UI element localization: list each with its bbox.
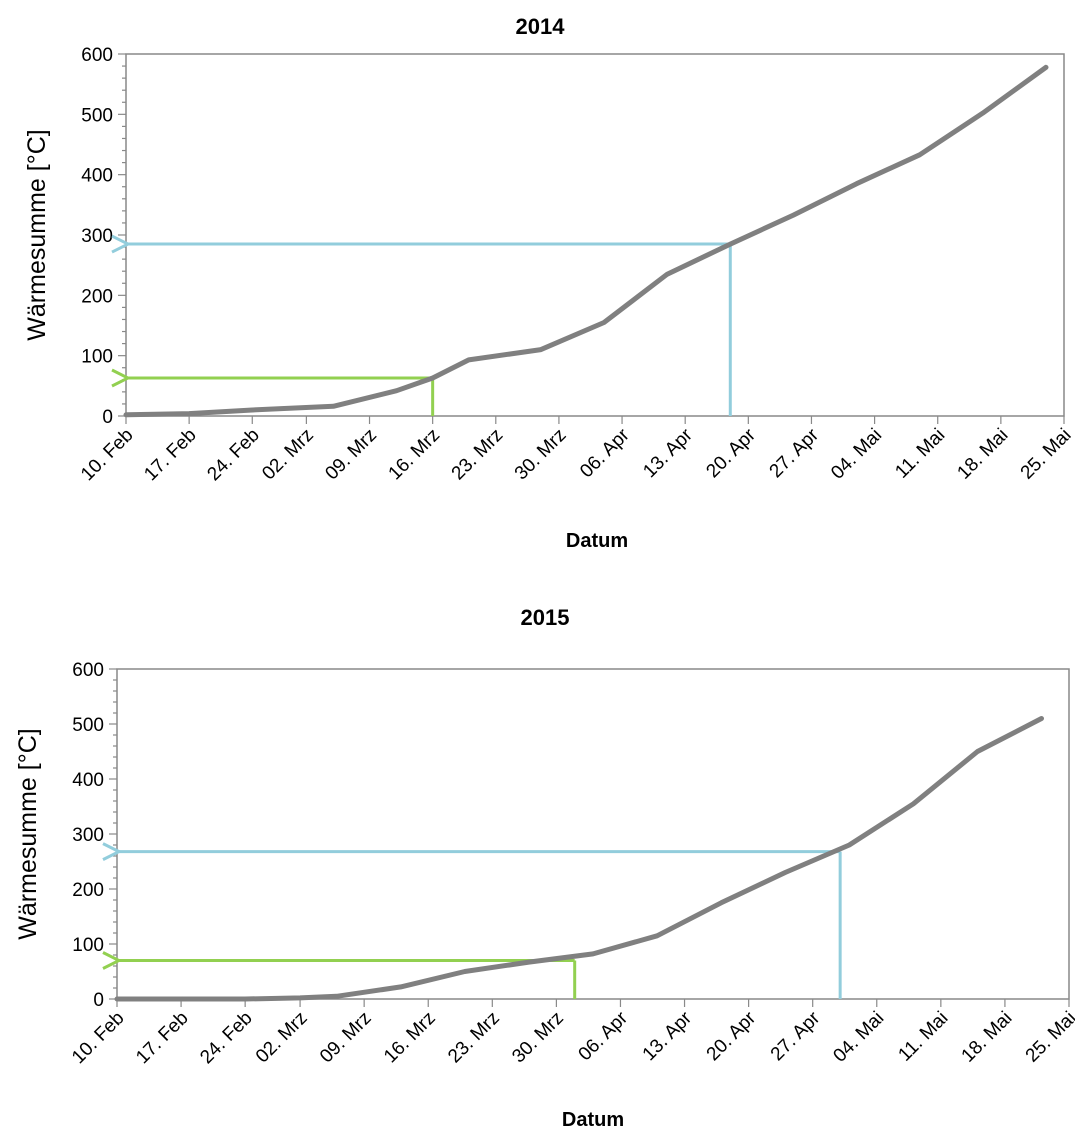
chart-title: 2014	[516, 14, 566, 39]
data-point	[394, 388, 399, 393]
x-tick-label: 10. Feb	[77, 425, 137, 485]
x-tick-label: 09. Mrz	[316, 1008, 376, 1068]
series-line	[114, 716, 1044, 1002]
data-point	[331, 404, 336, 409]
y-axis-label: Wärmesumme [°C]	[14, 728, 42, 939]
series-group	[123, 64, 1049, 418]
plot-area-frame	[116, 668, 1070, 1000]
x-tick-label: 20. Apr	[703, 1007, 761, 1065]
x-axis-label: Datum	[566, 530, 628, 552]
y-tick-label: 600	[81, 45, 113, 66]
x-tick-label: 18. Mai	[953, 425, 1012, 484]
series-group	[114, 716, 1044, 1002]
x-tick-label: 04. Mai	[829, 1008, 888, 1067]
y-axis: 0 100 200 300 400 500 600	[72, 660, 117, 1011]
data-point	[334, 994, 339, 999]
data-point	[591, 951, 596, 956]
x-tick-label: 27. Apr	[766, 424, 824, 482]
data-point	[975, 749, 980, 754]
data-point	[783, 870, 788, 875]
x-tick-label: 09. Mrz	[321, 425, 381, 485]
x-tick-label: 16. Mrz	[385, 425, 445, 485]
x-tick-label: 24. Feb	[196, 1008, 256, 1068]
x-tick-label: 23. Mrz	[444, 1008, 504, 1068]
x-tick-label: 06. Apr	[576, 424, 634, 482]
y-tick-label: 400	[81, 166, 113, 187]
data-point	[791, 213, 796, 218]
y-axis: 0 100 200 300 400 500 600	[81, 45, 126, 428]
y-tick-label: 0	[102, 407, 113, 428]
data-point	[298, 995, 303, 1000]
x-tick-label: 27. Apr	[767, 1007, 825, 1065]
y-tick-label: 600	[72, 660, 104, 681]
chart-2014: 2014 Wärmesumme [°C] Datum 0 100 200 300 400…	[23, 14, 1075, 552]
data-point	[462, 969, 467, 974]
y-tick-label: 300	[72, 825, 104, 846]
data-point	[917, 152, 922, 157]
x-tick-label: 30. Mrz	[508, 1008, 568, 1068]
data-point	[665, 272, 670, 277]
y-axis-label: Wärmesumme [°C]	[23, 129, 51, 340]
x-tick-label: 13. Apr	[639, 1007, 697, 1065]
y-tick-label: 300	[81, 226, 113, 247]
data-point	[398, 984, 403, 989]
data-point	[243, 997, 248, 1002]
x-tick-label: 02. Mrz	[252, 1008, 312, 1068]
threshold-markers	[119, 852, 842, 999]
x-tick-label: 17. Feb	[140, 425, 200, 485]
data-point	[728, 242, 733, 247]
data-point	[187, 411, 192, 416]
data-point	[179, 997, 184, 1002]
x-tick-label: 23. Mrz	[448, 425, 508, 485]
y-tick-label: 100	[72, 935, 104, 956]
x-tick-label: 30. Mrz	[511, 425, 571, 485]
data-point	[602, 320, 607, 325]
y-tick-label: 500	[81, 105, 113, 126]
data-point	[115, 997, 120, 1002]
data-point	[1043, 65, 1048, 70]
data-point	[719, 900, 724, 905]
x-tick-label: 24. Feb	[203, 425, 263, 485]
data-point	[466, 357, 471, 362]
data-point	[1039, 716, 1044, 721]
chart-title: 2015	[521, 605, 570, 630]
x-tick-label: 02. Mrz	[258, 425, 318, 485]
x-tick-label: 18. Mai	[958, 1008, 1017, 1067]
y-tick-label: 200	[72, 880, 104, 901]
plot-area-frame	[125, 53, 1065, 417]
series-line	[123, 64, 1049, 418]
chart-2015: 2015 Wärmesumme [°C] Datum 0 100 200 300 400…	[14, 605, 1075, 1131]
data-point	[980, 111, 985, 116]
x-tick-label: 06. Apr	[575, 1007, 633, 1065]
data-point	[526, 960, 531, 965]
y-tick-label: 500	[72, 715, 104, 736]
x-tick-label: 13. Apr	[639, 424, 697, 482]
data-point	[847, 843, 852, 848]
y-tick-label: 0	[93, 990, 104, 1011]
x-tick-label: 04. Mai	[827, 425, 886, 484]
data-point	[655, 933, 660, 938]
x-tick-label: 11. Mai	[891, 425, 949, 483]
data-point	[911, 801, 916, 806]
y-tick-label: 400	[72, 770, 104, 791]
data-point	[124, 412, 129, 417]
data-point	[854, 181, 859, 186]
threshold-markers	[128, 244, 732, 416]
x-tick-label: 25. Mai	[1022, 1008, 1075, 1067]
x-tick-label: 10. Feb	[68, 1008, 128, 1068]
y-tick-label: 200	[81, 286, 113, 307]
x-tick-label: 25. Mai	[1017, 425, 1075, 484]
data-point	[250, 407, 255, 412]
y-tick-label: 100	[81, 347, 113, 368]
x-tick-label: 20. Apr	[702, 424, 760, 482]
x-tick-label: 16. Mrz	[380, 1008, 440, 1068]
x-tick-label: 17. Feb	[132, 1008, 192, 1068]
data-point	[538, 347, 543, 352]
x-tick-label: 11. Mai	[894, 1008, 952, 1066]
x-axis-label: Datum	[562, 1109, 624, 1131]
data-point	[430, 375, 435, 380]
